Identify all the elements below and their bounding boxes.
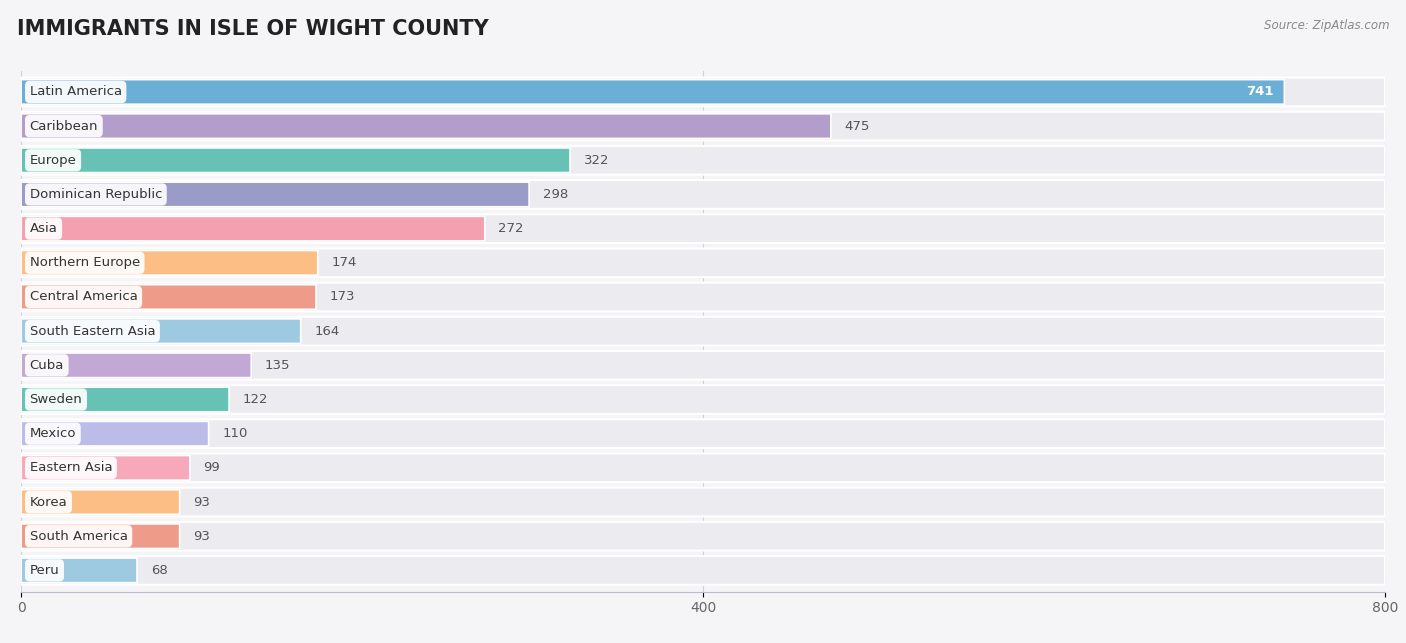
Text: 164: 164 [315,325,340,338]
FancyBboxPatch shape [21,182,529,207]
Text: Cuba: Cuba [30,359,65,372]
Text: South America: South America [30,530,128,543]
FancyBboxPatch shape [21,556,1385,584]
FancyBboxPatch shape [21,524,180,548]
Text: Caribbean: Caribbean [30,120,98,132]
FancyBboxPatch shape [21,453,1385,482]
Text: 68: 68 [150,564,167,577]
FancyBboxPatch shape [21,78,1385,106]
Text: 272: 272 [499,222,524,235]
Text: 173: 173 [329,291,356,303]
FancyBboxPatch shape [21,419,1385,448]
Text: IMMIGRANTS IN ISLE OF WIGHT COUNTY: IMMIGRANTS IN ISLE OF WIGHT COUNTY [17,19,489,39]
Text: Asia: Asia [30,222,58,235]
Text: 135: 135 [264,359,291,372]
Text: Korea: Korea [30,496,67,509]
Text: Mexico: Mexico [30,427,76,440]
FancyBboxPatch shape [21,251,318,275]
FancyBboxPatch shape [21,214,1385,243]
Text: Dominican Republic: Dominican Republic [30,188,162,201]
FancyBboxPatch shape [21,112,1385,140]
Text: 475: 475 [845,120,870,132]
Text: 99: 99 [204,461,221,475]
FancyBboxPatch shape [21,148,569,172]
FancyBboxPatch shape [21,283,1385,311]
Text: 174: 174 [332,257,357,269]
Text: Peru: Peru [30,564,59,577]
FancyBboxPatch shape [21,80,1284,104]
Text: 110: 110 [222,427,247,440]
FancyBboxPatch shape [21,180,1385,209]
FancyBboxPatch shape [21,522,1385,550]
FancyBboxPatch shape [21,146,1385,175]
Text: Eastern Asia: Eastern Asia [30,461,112,475]
Text: 122: 122 [243,393,269,406]
Text: Source: ZipAtlas.com: Source: ZipAtlas.com [1264,19,1389,32]
FancyBboxPatch shape [21,216,485,241]
Text: 93: 93 [193,530,209,543]
FancyBboxPatch shape [21,353,252,377]
Text: South Eastern Asia: South Eastern Asia [30,325,155,338]
Text: 93: 93 [193,496,209,509]
FancyBboxPatch shape [21,421,208,446]
FancyBboxPatch shape [21,487,1385,516]
Text: 741: 741 [1247,86,1274,98]
Text: Central America: Central America [30,291,138,303]
Text: 322: 322 [583,154,609,167]
FancyBboxPatch shape [21,319,301,343]
FancyBboxPatch shape [21,455,190,480]
Text: Europe: Europe [30,154,76,167]
FancyBboxPatch shape [21,248,1385,277]
Text: Sweden: Sweden [30,393,83,406]
FancyBboxPatch shape [21,385,1385,414]
Text: Northern Europe: Northern Europe [30,257,139,269]
FancyBboxPatch shape [21,490,180,514]
Text: Latin America: Latin America [30,86,122,98]
Text: 298: 298 [543,188,568,201]
FancyBboxPatch shape [21,285,316,309]
FancyBboxPatch shape [21,351,1385,379]
FancyBboxPatch shape [21,387,229,412]
FancyBboxPatch shape [21,317,1385,345]
FancyBboxPatch shape [21,114,831,138]
FancyBboxPatch shape [21,558,136,583]
